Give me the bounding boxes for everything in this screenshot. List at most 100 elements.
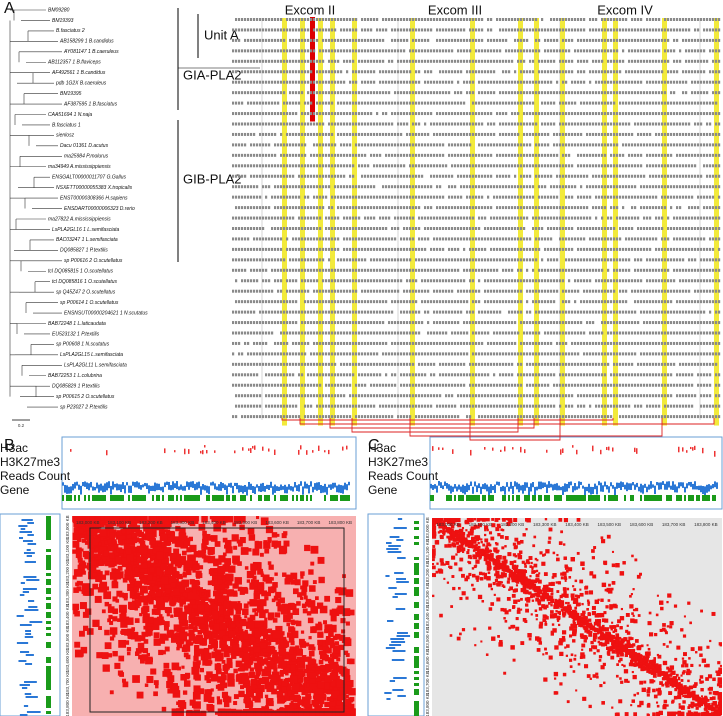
residue [523, 341, 526, 345]
residue [307, 112, 310, 116]
residue [532, 206, 535, 210]
residue [487, 341, 490, 345]
residue [397, 59, 400, 63]
residue [280, 268, 283, 272]
residue [268, 206, 271, 210]
residue [544, 122, 547, 126]
residue [661, 289, 664, 293]
residue [706, 331, 709, 335]
residue [697, 216, 700, 220]
residue [454, 132, 457, 136]
residue [364, 70, 367, 74]
residue [346, 101, 349, 105]
residue [391, 258, 394, 262]
residue [526, 132, 529, 136]
residue [691, 38, 694, 42]
residue [703, 91, 706, 95]
residue [682, 227, 685, 230]
residue [250, 300, 253, 304]
residue [532, 49, 535, 53]
residue [631, 310, 634, 314]
residue [322, 352, 325, 356]
residue [238, 101, 241, 105]
residue [442, 195, 445, 199]
residue [439, 195, 442, 199]
residue [478, 206, 481, 210]
residue [598, 206, 601, 210]
residue [655, 122, 658, 126]
residue [556, 70, 559, 74]
panel-label: C [368, 437, 380, 454]
residue [619, 164, 622, 168]
residue [286, 237, 289, 241]
residue [676, 59, 679, 63]
residue [694, 49, 697, 53]
residue [529, 174, 532, 178]
residue [346, 38, 349, 42]
residue [448, 112, 451, 116]
residue [511, 164, 514, 168]
residue [331, 237, 334, 241]
residue [568, 132, 571, 136]
residue [553, 18, 556, 21]
residue [706, 227, 709, 230]
residue [415, 143, 418, 147]
residue [253, 164, 256, 168]
residue [460, 143, 463, 147]
residue [718, 341, 721, 345]
residue [715, 268, 718, 272]
residue [583, 28, 586, 32]
residue [667, 122, 670, 126]
residue [448, 59, 451, 63]
residue [517, 28, 520, 32]
residue [373, 185, 376, 189]
residue [307, 237, 310, 241]
residue [598, 300, 601, 304]
residue [634, 18, 637, 21]
residue [658, 101, 661, 105]
residue [301, 38, 304, 42]
residue [529, 310, 532, 314]
residue [400, 59, 403, 63]
residue [505, 289, 508, 293]
residue [667, 164, 670, 168]
residue [541, 91, 544, 95]
residue [679, 310, 682, 314]
residue [571, 206, 574, 210]
residue [241, 321, 244, 325]
residue [481, 70, 484, 74]
residue [322, 258, 325, 262]
residue [505, 80, 508, 84]
residue [355, 49, 358, 53]
residue [718, 59, 721, 63]
residue [463, 185, 466, 189]
residue [235, 227, 238, 230]
residue [586, 300, 589, 304]
residue [271, 258, 274, 262]
residue [664, 195, 667, 199]
residue [697, 300, 700, 304]
residue [490, 70, 493, 74]
residue [478, 258, 481, 262]
residue [430, 352, 433, 356]
residue [436, 59, 439, 63]
residue [388, 91, 391, 95]
residue [295, 101, 298, 105]
residue [430, 91, 433, 95]
residue [580, 268, 583, 272]
residue [430, 258, 433, 262]
residue [676, 80, 679, 84]
residue [271, 195, 274, 199]
residue [700, 132, 703, 136]
residue [586, 279, 589, 283]
residue [571, 18, 574, 21]
residue [490, 321, 493, 325]
residue [391, 143, 394, 147]
residue [346, 91, 349, 95]
residue [634, 174, 637, 178]
residue [244, 300, 247, 304]
residue [286, 70, 289, 74]
residue [685, 185, 688, 189]
residue [262, 268, 265, 272]
residue [406, 310, 409, 314]
